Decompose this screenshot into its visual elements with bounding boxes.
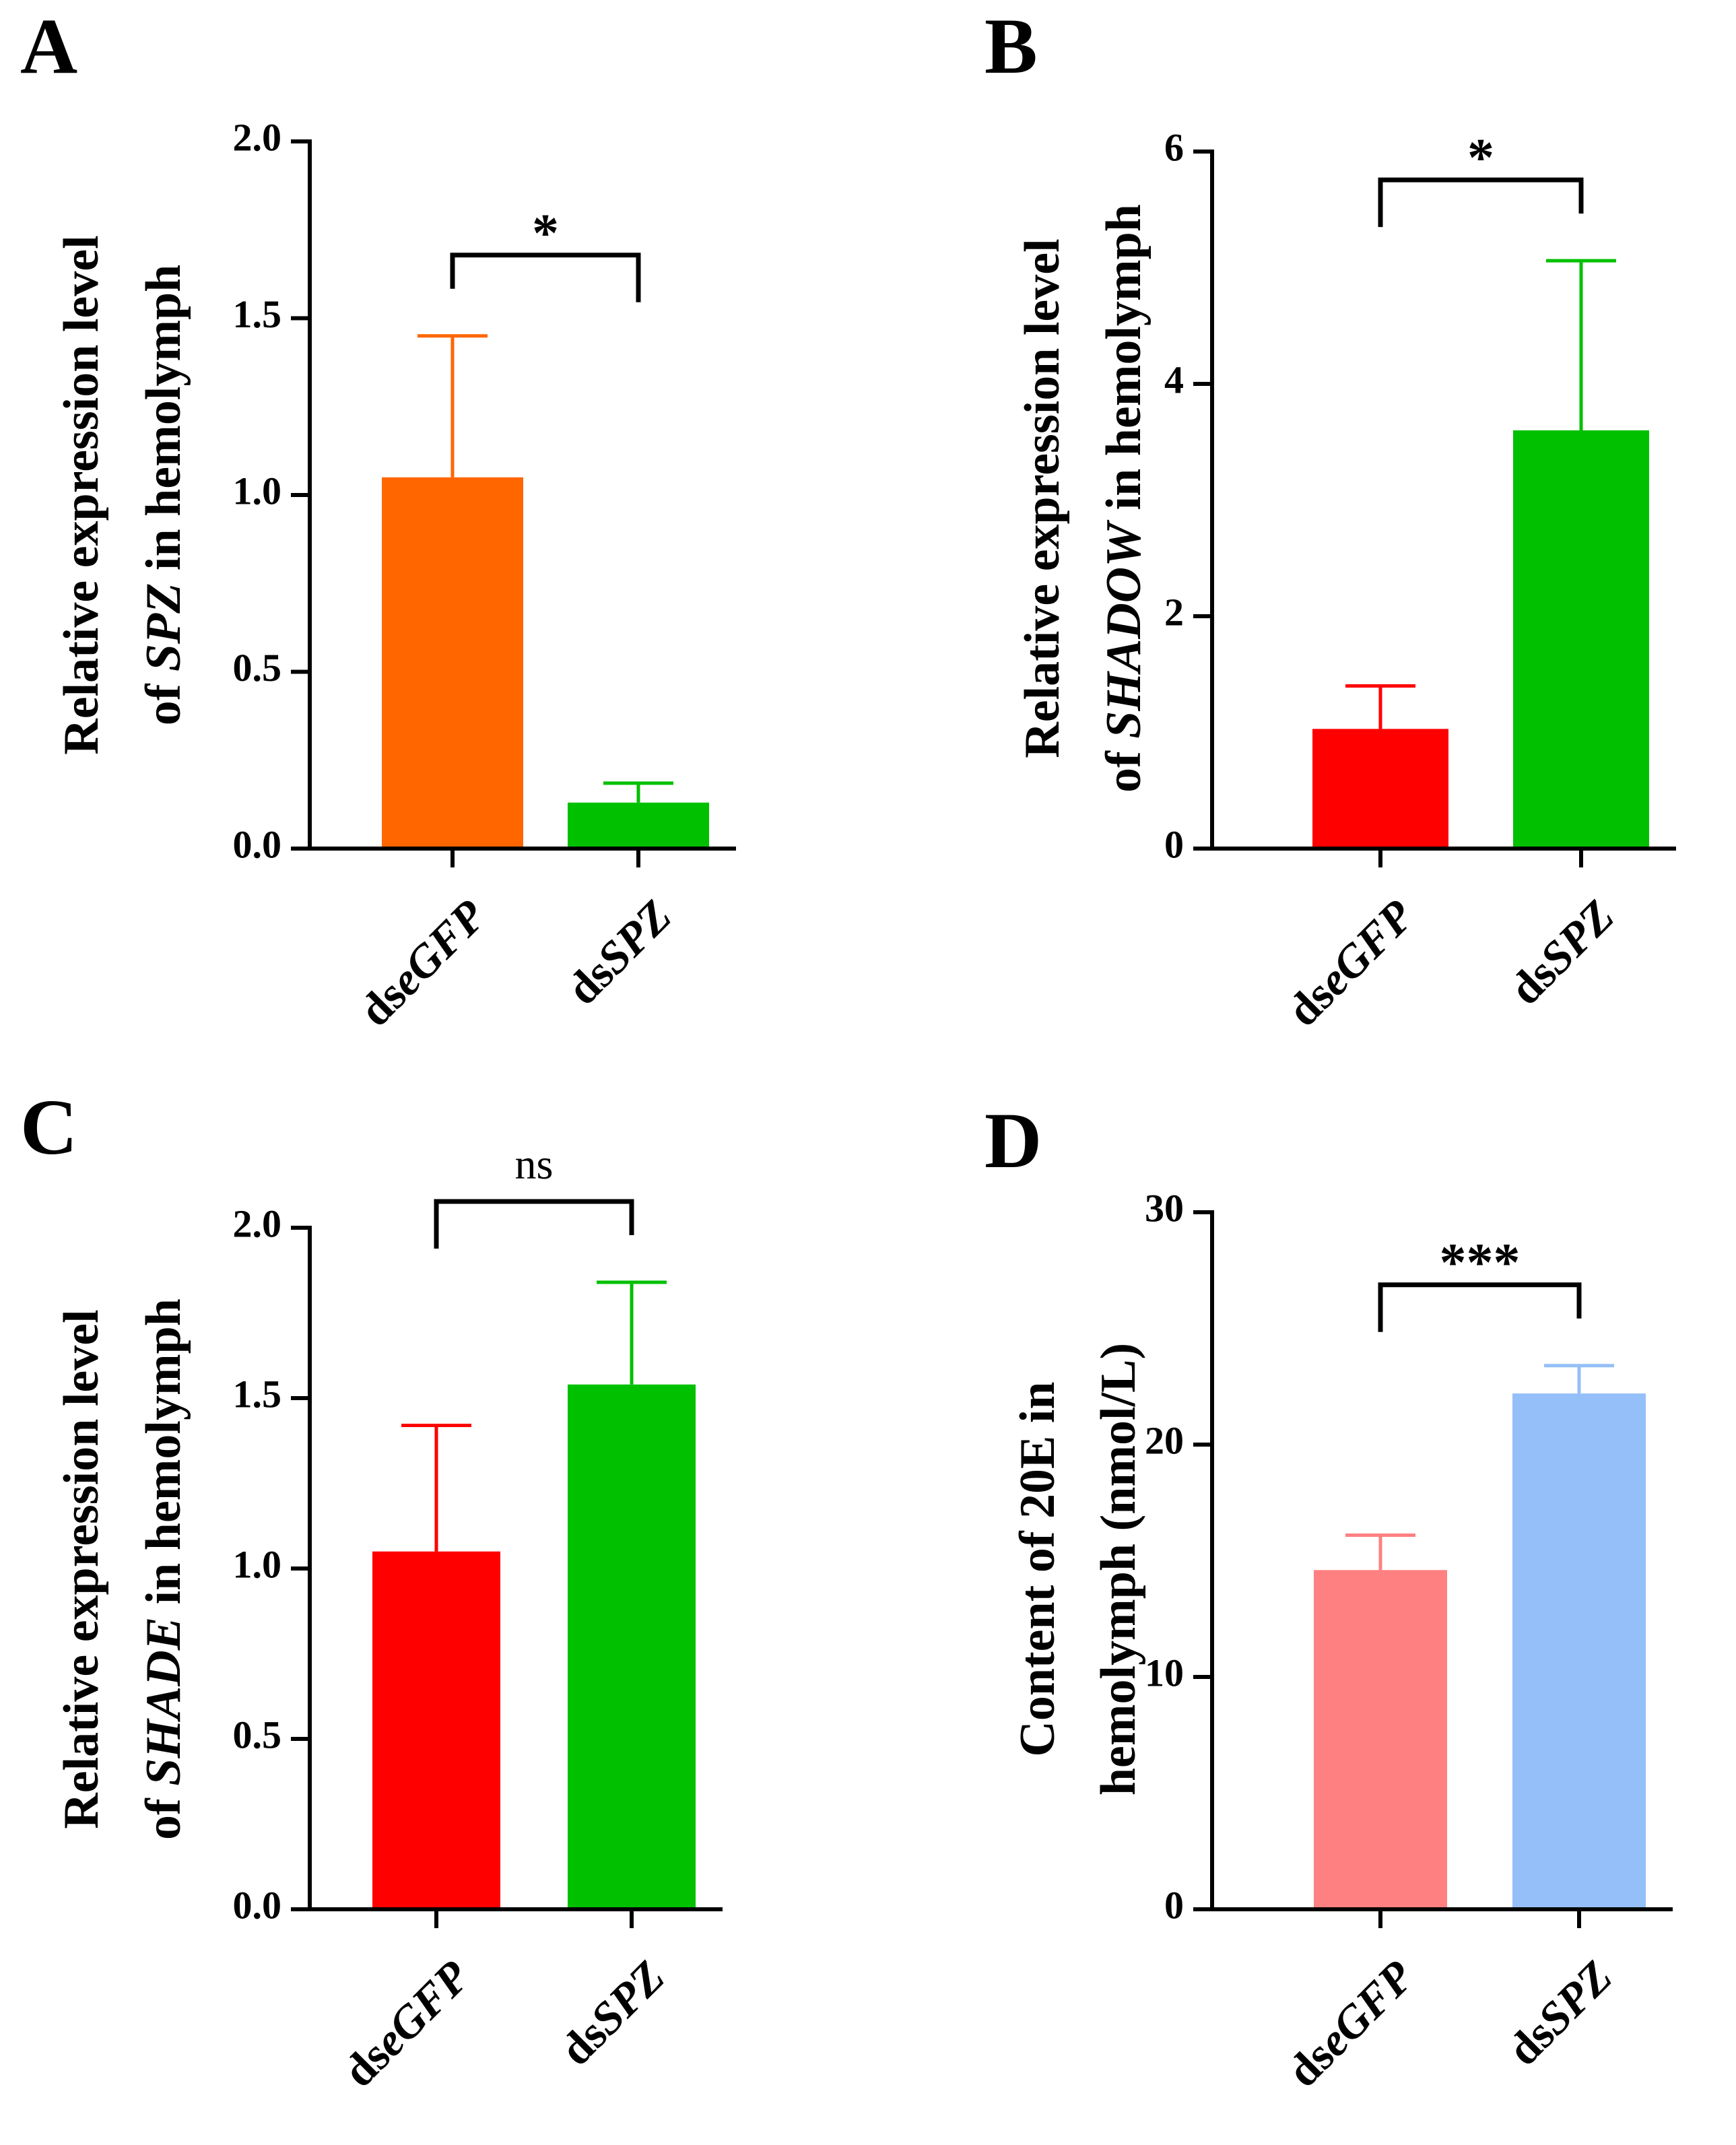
y-axis-label-line: of SHADOW in hemolymph xyxy=(1096,204,1151,793)
y-tick-label: 2.0 xyxy=(233,1201,282,1245)
panel-c: C Relative expression level of SHADE in he… xyxy=(20,1083,723,2097)
x-tick-label: dseGFP xyxy=(1277,890,1423,1036)
y-axis-label-line: Relative expression level xyxy=(54,235,109,754)
y-axis-label-line: Relative expression level xyxy=(1015,238,1070,758)
significance-bracket xyxy=(1378,1282,1582,1332)
text-run: Relative expression level xyxy=(1015,238,1070,758)
significance-label: * xyxy=(532,204,559,263)
text-run: in hemolymph xyxy=(136,265,191,583)
bar xyxy=(1312,729,1448,849)
y-tick-label: 0.5 xyxy=(233,646,282,690)
bar xyxy=(1512,1393,1646,1909)
x-tick-label: dseGFP xyxy=(349,890,495,1036)
y-tick-label: 1.0 xyxy=(233,1542,282,1586)
text-run: SHADOW xyxy=(1096,519,1151,739)
y-tick-label: 1.0 xyxy=(233,469,282,513)
text-run: Relative expression level xyxy=(54,235,109,754)
y-tick-label: 2 xyxy=(1164,590,1184,634)
bar xyxy=(568,1384,696,1909)
y-tick-label: 0.0 xyxy=(233,822,282,866)
x-tick-label: dsSPZ xyxy=(1497,1950,1622,2075)
y-tick-label: 2.0 xyxy=(233,115,282,159)
x-tick-label: dsSPZ xyxy=(556,890,681,1014)
y-tick-label: 30 xyxy=(1145,1186,1184,1230)
y-axis-label-line: of SHADE in hemolymph xyxy=(136,1298,191,1840)
text-run: SPZ xyxy=(136,583,191,672)
y-tick-label: 0 xyxy=(1164,1883,1184,1927)
text-run: SHADE xyxy=(136,1617,191,1786)
text-run: in hemolymph xyxy=(136,1298,191,1617)
significance-label: * xyxy=(1467,129,1494,188)
y-axis-label-line: hemolymph (nmol/L) xyxy=(1091,1343,1146,1795)
y-tick-label: 1.5 xyxy=(233,292,282,336)
text-run: hemolymph (nmol/L) xyxy=(1091,1343,1146,1795)
text-run: in hemolymph xyxy=(1096,204,1151,523)
panel-letter: A xyxy=(20,2,77,90)
text-run: of xyxy=(136,1786,191,1840)
text-run: Content of 20E in xyxy=(1010,1381,1065,1756)
panel-letter: C xyxy=(20,1083,77,1171)
x-tick-label: dsSPZ xyxy=(1499,890,1624,1014)
x-tick-label: dseGFP xyxy=(333,1950,479,2097)
panel-a: A Relative expression level of SPZ in hemo… xyxy=(20,2,736,1036)
significance-label: *** xyxy=(1440,1234,1521,1293)
panel-letter: D xyxy=(984,1096,1042,1185)
bar xyxy=(568,802,709,849)
y-tick-label: 20 xyxy=(1145,1418,1184,1462)
x-tick-label: dseGFP xyxy=(1277,1950,1423,2097)
bar xyxy=(1513,430,1649,849)
bar xyxy=(372,1551,500,1909)
panel-b: B Relative expression level of SHADOW in h… xyxy=(984,2,1676,1036)
text-run: Relative expression level xyxy=(54,1309,109,1828)
y-axis-label-line: Content of 20E in xyxy=(1010,1381,1065,1756)
significance-label: ns xyxy=(515,1140,554,1188)
y-tick-label: 6 xyxy=(1164,125,1184,169)
y-tick-label: 1.5 xyxy=(233,1372,282,1416)
y-tick-label: 0 xyxy=(1164,822,1184,866)
significance-bracket xyxy=(1378,177,1584,228)
y-tick-label: 0.5 xyxy=(233,1713,282,1756)
y-tick-label: 0.0 xyxy=(233,1883,282,1927)
text-run: of xyxy=(1096,739,1151,793)
text-run: of xyxy=(136,671,191,725)
significance-bracket xyxy=(434,1199,634,1249)
significance-bracket xyxy=(450,253,641,302)
panel-letter: B xyxy=(984,2,1038,90)
bar xyxy=(382,477,523,849)
y-tick-label: 4 xyxy=(1164,358,1184,401)
panel-d: D Content of 20E in hemolymph (nmol/L) 0 10 2… xyxy=(984,1096,1673,2097)
bar xyxy=(1314,1570,1447,1909)
y-axis-label-line: Relative expression level xyxy=(54,1309,109,1828)
x-tick-label: dsSPZ xyxy=(549,1950,674,2075)
y-tick-label: 10 xyxy=(1145,1651,1184,1694)
y-axis-label-line: of SPZ in hemolymph xyxy=(136,265,191,726)
